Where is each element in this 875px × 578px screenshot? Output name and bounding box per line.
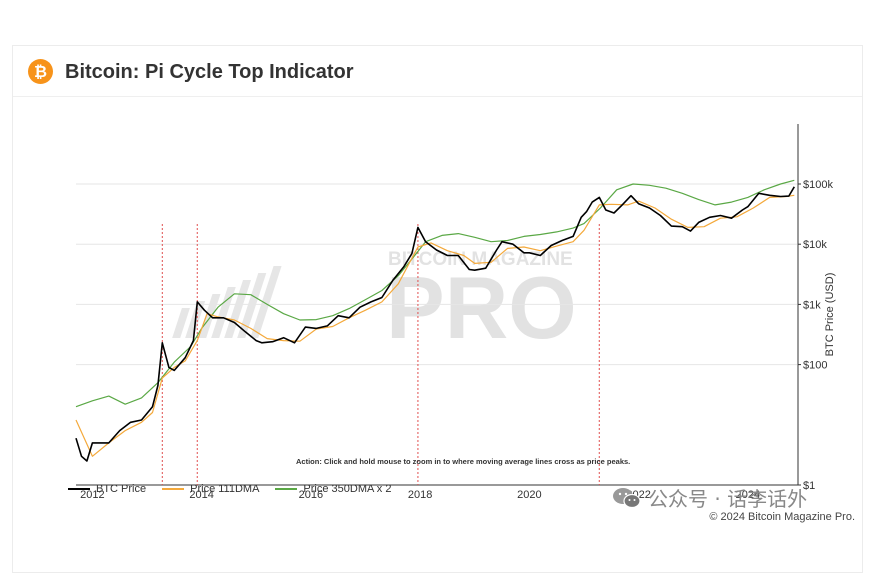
chart-legend: BTC Price Price 111DMA Price 350DMA x 2 — [68, 480, 407, 498]
watermark-bar — [237, 273, 267, 338]
legend-item-350dma[interactable]: Price 350DMA x 2 — [275, 483, 391, 495]
x-tick-label: 2012 — [80, 489, 104, 501]
legend-item-btc-price[interactable]: BTC Price — [68, 483, 146, 495]
bitcoin-icon: ₿ — [28, 59, 53, 84]
chart-annotation: Action: Click and hold mouse to zoom in … — [296, 457, 630, 466]
watermark-bar — [172, 308, 190, 338]
series-line-btc-price — [75, 186, 795, 462]
y-tick-label: $100 — [803, 360, 827, 372]
y-tick-label: $1 — [803, 480, 815, 492]
y-tick-label: $100k — [803, 179, 833, 191]
legend-label-btc-price: BTC Price — [96, 483, 147, 495]
y-axis-label: BTC Price (USD) — [824, 273, 836, 357]
series-line-350dma-x2 — [75, 179, 795, 408]
x-tick-label: 2024 — [736, 489, 760, 501]
watermark-bar — [211, 287, 236, 338]
watermark-main-text: PRO — [386, 258, 577, 357]
wechat-icon — [613, 487, 641, 508]
x-tick-label: 2014 — [189, 489, 213, 501]
y-tick-label: $10k — [803, 239, 827, 251]
legend-item-111dma[interactable]: Price 111DMA — [162, 483, 259, 495]
chart-title: Bitcoin: Pi Cycle Top Indicator — [65, 61, 354, 83]
watermark-bar — [198, 294, 221, 338]
series-line-111dma — [75, 194, 795, 457]
x-tick-label: 2018 — [408, 489, 432, 501]
legend-swatch-111dma — [162, 488, 185, 490]
y-tick-label: $1k — [803, 299, 821, 311]
legend-label-111dma: Price 111DMA — [190, 483, 260, 495]
x-tick-label: 2016 — [299, 489, 323, 501]
chart-header: ₿ Bitcoin: Pi Cycle Top Indicator — [13, 46, 862, 97]
watermark-top-text: BITCOIN MAGAZINE — [388, 249, 573, 270]
legend-swatch-350dma — [275, 488, 298, 490]
watermark-bar — [250, 266, 282, 338]
x-tick-label: 2020 — [517, 489, 541, 501]
wechat-watermark: 公众号 · 话李话外 — [612, 483, 807, 512]
legend-label-350dma: Price 350DMA x 2 — [303, 483, 392, 495]
legend-swatch-btc-price — [68, 488, 90, 490]
copyright-text: © 2024 Bitcoin Magazine Pro. — [709, 511, 855, 523]
wechat-text: 公众号 · 话李话外 — [648, 487, 808, 511]
